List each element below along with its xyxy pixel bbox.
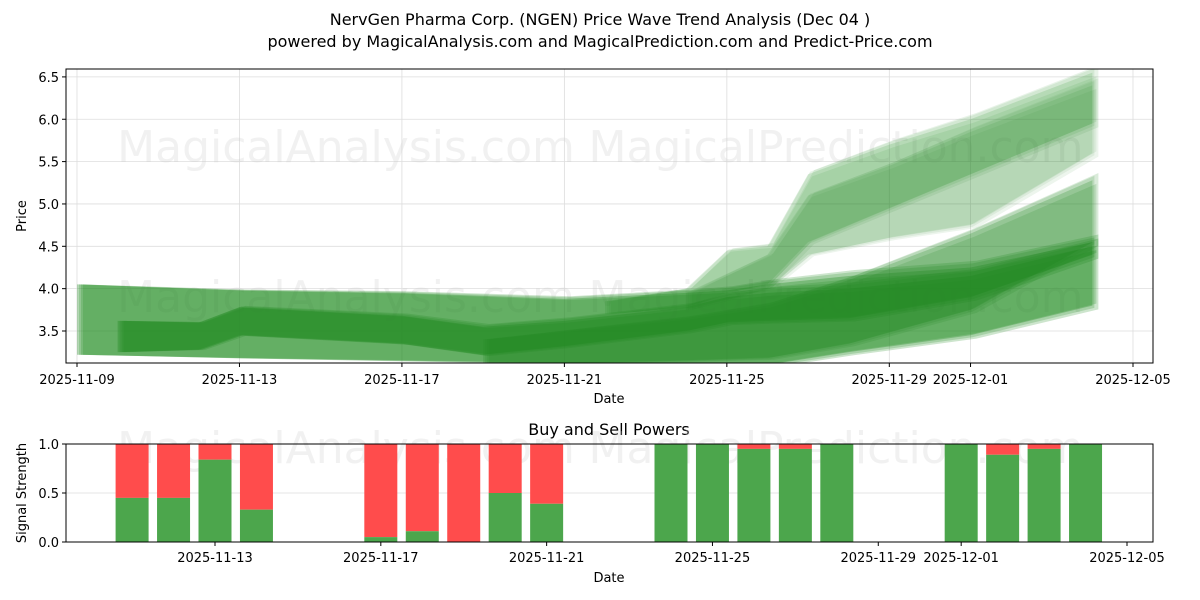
chart-subtitle: powered by MagicalAnalysis.com and Magic… [267, 32, 933, 51]
x-tick-label: 2025-11-09 [39, 373, 115, 388]
y-axis-label: Price [15, 200, 30, 232]
x-tick-label: 2025-11-25 [689, 373, 765, 388]
y-tick-label: 5.5 [38, 156, 59, 171]
buy-bar [1027, 448, 1061, 542]
sell-bar [778, 444, 812, 449]
wave-band [117, 246, 1093, 355]
wave-band [121, 250, 1097, 355]
sell-bar [364, 444, 398, 538]
buy-bar [737, 448, 771, 542]
x-tick-label: 2025-12-05 [1089, 551, 1165, 566]
wave-band [690, 88, 1097, 310]
wave-band [692, 78, 1099, 310]
y-tick-label: 3.5 [38, 325, 59, 340]
sell-bar [447, 444, 481, 542]
sell-bar [488, 444, 522, 493]
sell-bar [530, 444, 564, 504]
buy-bar [986, 454, 1020, 542]
buy-bar [115, 497, 149, 542]
x-tick-label: 2025-12-05 [1095, 373, 1171, 388]
wave-band [607, 69, 1095, 315]
x-tick-label: 2025-11-29 [840, 551, 916, 566]
y-tick-label: 5.0 [38, 198, 59, 213]
buy-bar [198, 459, 232, 542]
wave-band [119, 241, 1095, 356]
wave-band [688, 81, 1095, 310]
x-tick-label: 2025-11-17 [364, 373, 440, 388]
wave-band [487, 183, 1097, 363]
buy-bar [820, 444, 854, 542]
x-tick-label: 2025-11-25 [675, 551, 751, 566]
sell-bar [239, 444, 273, 510]
chart-title: NervGen Pharma Corp. (NGEN) Price Wave T… [329, 10, 871, 29]
x-tick-label: 2025-11-29 [852, 373, 928, 388]
buy-bar [157, 497, 191, 542]
watermark-text: MagicalAnalysis.com [117, 122, 575, 173]
y-tick-label: 1.0 [38, 438, 59, 453]
wave-bands [77, 69, 1099, 363]
y-tick-label: 6.5 [38, 71, 59, 86]
watermark-text: MagicalAnalysis.com [117, 272, 575, 323]
wave-band [77, 242, 1093, 363]
buy-sell-plot: Buy and Sell PowersMagicalAnalysis.comMa… [15, 420, 1165, 586]
y-tick-label: 4.5 [38, 240, 59, 255]
y-tick-label: 4.0 [38, 283, 59, 298]
wave-band [123, 238, 1099, 357]
wave-band [611, 69, 1099, 315]
buy-bar [654, 444, 688, 542]
sell-bar [405, 444, 439, 532]
wave-band [79, 237, 1095, 363]
sell-bar [198, 444, 232, 460]
wave-band [485, 175, 1095, 363]
x-axis-label: Date [593, 392, 624, 407]
watermark-text: MagicalPrediction.com [589, 122, 1084, 173]
buy-bar [778, 448, 812, 542]
sell-bar [986, 444, 1020, 455]
sell-bar [1027, 444, 1061, 449]
x-axis-label: Date [593, 571, 624, 586]
wave-band [483, 180, 1093, 363]
y-tick-label: 0.5 [38, 487, 59, 502]
buy-bar [1069, 444, 1103, 542]
x-tick-label: 2025-11-13 [177, 551, 253, 566]
y-tick-label: 6.0 [38, 113, 59, 128]
x-tick-label: 2025-12-01 [933, 373, 1009, 388]
x-tick-label: 2025-11-13 [202, 373, 278, 388]
buy-bar [944, 444, 978, 542]
y-tick-label: 0.0 [38, 536, 59, 551]
price-wave-plot: MagicalAnalysis.com MagicalPrediction.com… [15, 68, 1171, 407]
buy-bar [405, 531, 439, 542]
watermark-text: MagicalPrediction.com [589, 272, 1084, 323]
y-axis-label: Signal Strength [15, 443, 30, 543]
x-tick-label: 2025-11-21 [509, 551, 585, 566]
wave-band [489, 172, 1099, 363]
x-tick-label: 2025-11-17 [343, 551, 419, 566]
wave-band [605, 72, 1093, 315]
wave-band [81, 245, 1097, 363]
bar-chart-title: Buy and Sell Powers [528, 420, 690, 439]
sell-bar [737, 444, 771, 449]
wave-band [609, 76, 1097, 315]
wave-band [83, 234, 1099, 363]
buy-bar [695, 444, 729, 542]
buy-bar [488, 493, 522, 542]
buy-bar [530, 503, 564, 542]
sell-bar [157, 444, 191, 498]
buy-bar [239, 509, 273, 542]
x-tick-label: 2025-11-21 [527, 373, 603, 388]
buy-bar [364, 537, 398, 542]
x-tick-label: 2025-12-01 [923, 551, 999, 566]
sell-bar [115, 444, 149, 498]
wave-band [686, 85, 1093, 310]
